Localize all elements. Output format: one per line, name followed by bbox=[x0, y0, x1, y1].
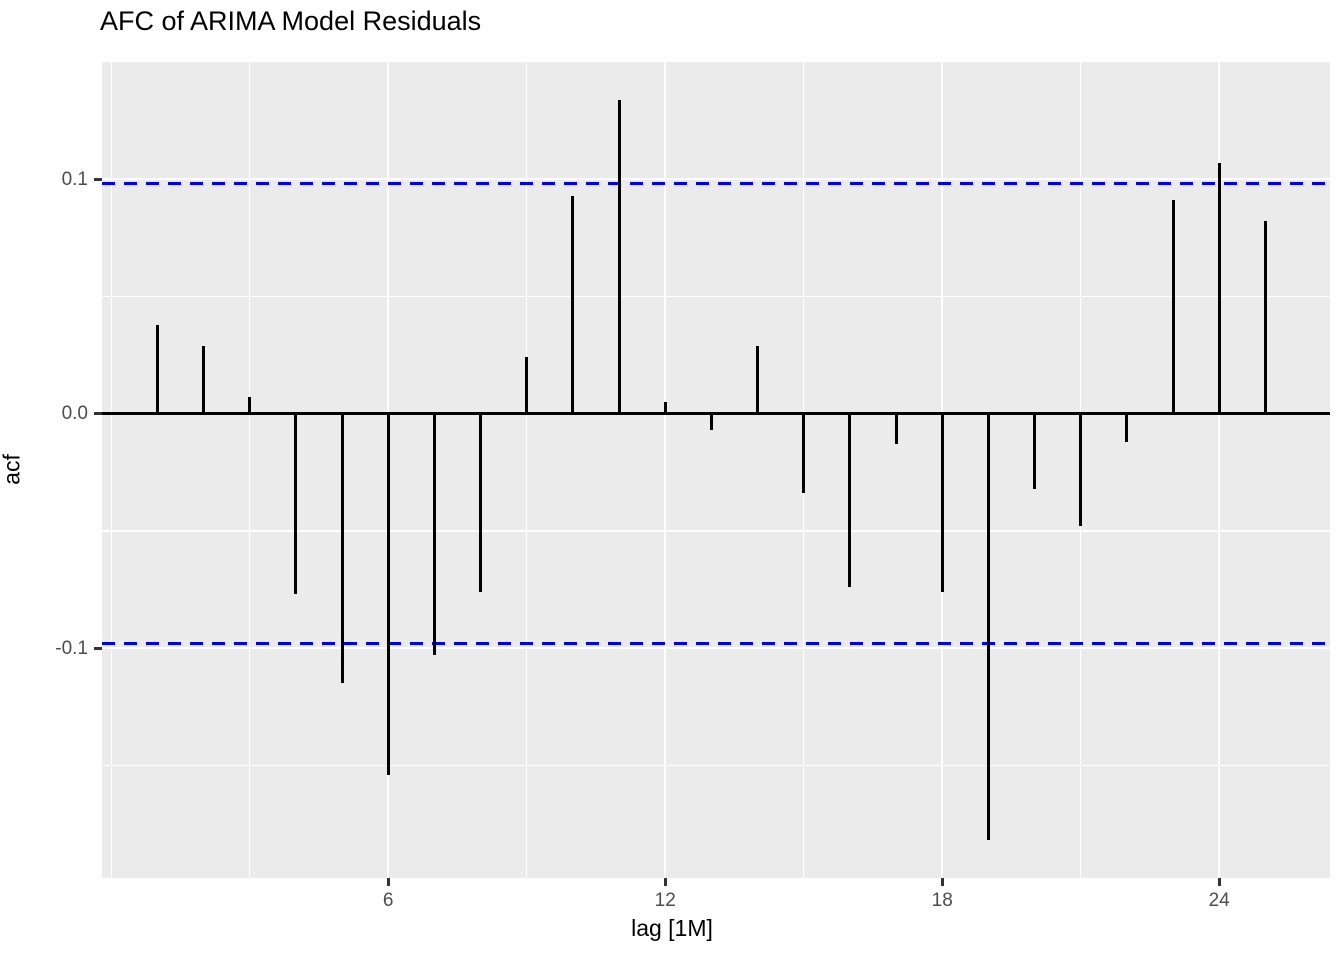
acf-spike-lag-18 bbox=[940, 413, 944, 592]
acf-spike-lag-12 bbox=[663, 402, 667, 414]
y-tick-label: 0.0 bbox=[61, 403, 88, 425]
acf-spike-lag-15 bbox=[802, 413, 806, 494]
y-major-gridline bbox=[102, 646, 1330, 650]
acf-spike-lag-20 bbox=[1033, 413, 1037, 489]
y-tick-mark bbox=[94, 177, 102, 181]
acf-spike-lag-16 bbox=[848, 413, 852, 588]
x-major-gridline bbox=[663, 62, 667, 878]
acf-spike-lag-14 bbox=[756, 345, 760, 414]
confidence-line-upper bbox=[102, 182, 1330, 186]
acf-spike-lag-2 bbox=[202, 345, 206, 414]
zero-line bbox=[102, 412, 1330, 416]
acf-spike-lag-6 bbox=[386, 413, 390, 775]
acf-spike-lag-1 bbox=[155, 324, 159, 414]
x-tick-mark bbox=[1217, 878, 1221, 886]
x-minor-gridline bbox=[110, 62, 112, 878]
acf-spike-lag-22 bbox=[1125, 413, 1129, 442]
y-tick-mark bbox=[94, 412, 102, 416]
acf-spike-lag-10 bbox=[571, 195, 575, 414]
confidence-line-lower bbox=[102, 642, 1330, 646]
acf-spike-lag-25 bbox=[1263, 221, 1267, 414]
plot-title: AFC of ARIMA Model Residuals bbox=[100, 6, 482, 36]
x-tick-label: 24 bbox=[1208, 890, 1230, 911]
y-minor-gridline bbox=[102, 530, 1330, 532]
x-minor-gridline bbox=[249, 62, 251, 878]
x-tick-label: 12 bbox=[654, 890, 676, 911]
acf-spike-lag-21 bbox=[1079, 413, 1083, 527]
y-minor-gridline bbox=[102, 764, 1330, 767]
acf-spike-lag-3 bbox=[248, 397, 252, 414]
x-tick-mark bbox=[663, 878, 667, 886]
acf-spike-lag-17 bbox=[894, 413, 898, 445]
y-tick-label: -0.1 bbox=[55, 637, 88, 659]
acf-spike-lag-4 bbox=[294, 413, 298, 595]
acf-spike-lag-19 bbox=[986, 413, 990, 841]
acf-spike-lag-23 bbox=[1171, 200, 1175, 414]
x-major-gridline bbox=[1217, 62, 1221, 878]
plot-panel bbox=[102, 62, 1330, 878]
acf-spike-lag-9 bbox=[525, 357, 529, 414]
acf-spike-lag-11 bbox=[617, 99, 621, 414]
acf-spike-lag-24 bbox=[1217, 162, 1221, 414]
acf-spike-lag-5 bbox=[340, 413, 344, 684]
y-tick-mark bbox=[94, 646, 102, 650]
y-major-gridline bbox=[102, 177, 1330, 181]
y-axis-title: acf bbox=[0, 454, 25, 485]
acf-spike-lag-13 bbox=[709, 413, 713, 431]
x-axis-title: lag [1M] bbox=[631, 915, 713, 941]
x-tick-label: 6 bbox=[382, 890, 394, 911]
y-tick-label: 0.1 bbox=[61, 168, 88, 190]
acf-spike-lag-7 bbox=[432, 413, 436, 656]
x-tick-mark bbox=[940, 878, 944, 886]
y-minor-gridline bbox=[102, 295, 1330, 298]
x-minor-gridline bbox=[526, 62, 528, 878]
x-tick-label: 18 bbox=[931, 890, 953, 911]
acf-spike-lag-8 bbox=[479, 413, 483, 592]
x-tick-mark bbox=[386, 878, 390, 886]
